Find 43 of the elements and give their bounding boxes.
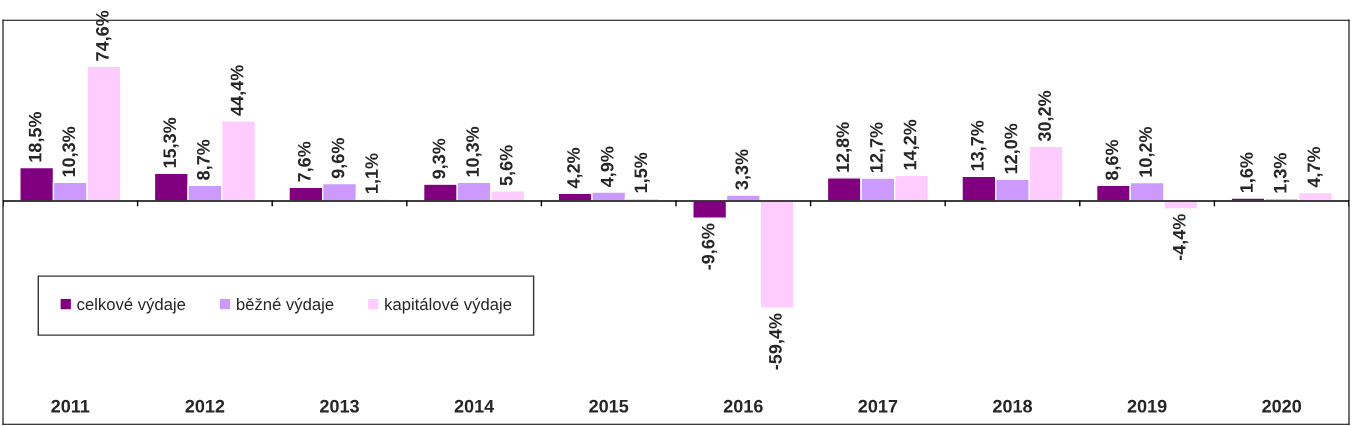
legend-label: celkové výdaje	[77, 297, 186, 314]
x-tick-label: 2015	[589, 399, 629, 413]
data-label: 12,7%	[869, 122, 886, 173]
x-tick-label: 2017	[858, 399, 898, 413]
data-label: 4,7%	[1307, 146, 1323, 188]
data-label: 1,6%	[1240, 152, 1256, 193]
x-tick-label: 2020	[1262, 399, 1302, 413]
legend-label: kapitálové výdaje	[385, 297, 512, 314]
data-label: 10,2%	[1139, 126, 1155, 177]
data-label: 8,6%	[1105, 139, 1121, 180]
x-tick-label: 2014	[454, 399, 495, 413]
data-label: 9,3%	[432, 138, 448, 179]
data-label: 7,6%	[297, 141, 314, 182]
data-label: 14,2%	[903, 119, 920, 170]
data-label: 1,1%	[365, 153, 381, 193]
data-label: 44,4%	[230, 65, 247, 116]
data-label: 13,7%	[970, 120, 987, 171]
x-tick-label: 2013	[320, 399, 359, 413]
data-label: 5,6%	[499, 145, 516, 186]
data-label: 18,5%	[28, 111, 45, 162]
data-label: -4,4%	[1172, 214, 1189, 261]
data-label: 8,7%	[196, 139, 213, 180]
data-label: 30,2%	[1038, 90, 1054, 142]
data-label: 10,3%	[466, 126, 482, 177]
data-label: 9,6%	[331, 138, 347, 179]
data-label: 74,6%	[96, 10, 112, 61]
x-tick-label: 2016	[723, 399, 763, 413]
x-tick-label: 2011	[51, 399, 90, 413]
data-label: 1,3%	[1273, 153, 1290, 193]
data-label: -9,6%	[701, 223, 718, 270]
data-label: 4,2%	[567, 147, 583, 189]
data-label: 3,3%	[735, 149, 751, 190]
data-label: -59,4%	[769, 313, 785, 370]
data-label: 10,3%	[62, 126, 78, 177]
data-label: 15,3%	[163, 117, 179, 168]
x-tick-label: 2019	[1127, 399, 1167, 413]
legend-label: běžné výdaje	[236, 297, 334, 314]
x-tick-label: 2012	[185, 399, 225, 413]
data-label: 4,9%	[600, 146, 617, 187]
data-label: 1,5%	[634, 152, 650, 193]
data-label: 12,8%	[836, 122, 852, 172]
data-label: 12,0%	[1004, 123, 1020, 174]
x-tick-label: 2018	[993, 399, 1033, 413]
